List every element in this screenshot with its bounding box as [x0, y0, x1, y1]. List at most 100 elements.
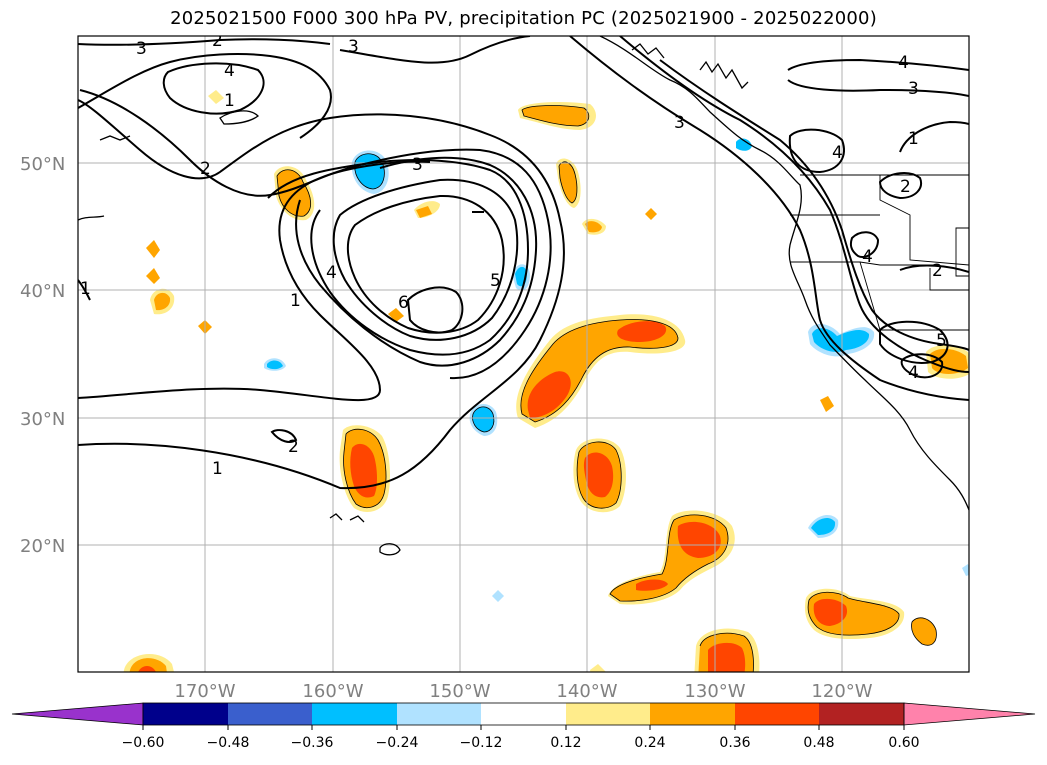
precip-blob — [677, 521, 721, 558]
contour-label: 4 — [898, 53, 909, 73]
graticule — [78, 36, 969, 672]
pv-contour-3 — [267, 159, 530, 356]
colorbar-segment — [228, 703, 312, 725]
contour-label: 6 — [398, 293, 409, 313]
precip-blob — [527, 371, 571, 418]
precip-blob — [388, 308, 404, 322]
colorbar-segment — [650, 703, 735, 725]
map-title: 2025021500 F000 300 hPa PV, precipitatio… — [170, 8, 877, 29]
colorbar-segment — [735, 703, 819, 725]
contour-label: 1 — [80, 279, 91, 299]
contour-label: 2 — [288, 437, 299, 457]
pv-contour-1 — [78, 99, 565, 490]
colorbar-extend-max — [903, 702, 1036, 726]
longitude-labels: 170°W 160°W 150°W 140°W 130°W 120°W — [174, 681, 872, 702]
colorbar-tick-label: −0.36 — [291, 735, 334, 751]
map-content: 3 2 4 3 1 2 3 4 1 5 6 1 1 2 4 3 1 4 2 3 … — [78, 31, 969, 672]
latitude-labels: 50°N 40°N 30°N 20°N — [20, 154, 65, 557]
colorbar-tick-label: 0.48 — [803, 735, 834, 751]
precip-blob — [350, 443, 377, 498]
lat-label: 40°N — [20, 281, 65, 302]
contour-label: 3 — [908, 79, 919, 99]
contour-label: 1 — [224, 91, 235, 111]
contour-label: 2 — [932, 261, 943, 281]
colorbar-extend-min — [11, 702, 144, 726]
precip-blob — [154, 292, 171, 311]
pv-contours — [78, 36, 969, 490]
lon-label: 130°W — [684, 681, 745, 702]
colorbar-tick-label: −0.24 — [376, 735, 419, 751]
precip-blob — [708, 643, 746, 672]
contour-label: 3 — [674, 113, 685, 133]
map-background — [78, 36, 969, 672]
contour-label: 3 — [412, 155, 423, 175]
contour-label: 4 — [832, 143, 843, 163]
precip-blob — [208, 90, 224, 104]
precip-blob — [617, 321, 667, 342]
precip-blob — [636, 579, 668, 591]
precip-blob — [146, 240, 160, 258]
contour-label: 4 — [326, 263, 337, 283]
contour-label: 5 — [936, 331, 947, 351]
pv-contour-4 — [332, 178, 519, 341]
colorbar-tick-label: 0.12 — [550, 735, 581, 751]
pv-contour-6 — [406, 286, 464, 334]
lon-label: 140°W — [556, 681, 617, 702]
lat-label: 20°N — [20, 536, 65, 557]
precip-neg-blob — [492, 590, 504, 602]
coastline — [78, 36, 969, 556]
lon-label: 150°W — [429, 681, 490, 702]
colorbar-tick-label: 0.60 — [888, 735, 919, 751]
colorbar-tick-label: −0.60 — [122, 735, 165, 751]
precip-blob — [590, 664, 606, 672]
contour-label: 3 — [136, 39, 147, 59]
precip-neg-blob — [962, 564, 969, 576]
contour-label: 1 — [212, 459, 223, 479]
contour-label: 2 — [212, 31, 223, 51]
pv-contour-5 — [346, 194, 505, 334]
precip-neg-blob — [736, 138, 752, 151]
lon-label: 160°W — [302, 681, 363, 702]
precip-blob — [911, 617, 937, 646]
precip-blob — [583, 452, 614, 498]
precip-blob — [585, 221, 602, 233]
colorbar-tick-label: −0.48 — [207, 735, 250, 751]
contour-label: 3 — [348, 37, 359, 57]
colorbar-segment — [397, 703, 481, 725]
precip-blob — [559, 161, 577, 203]
colorbar-segment — [312, 703, 397, 725]
map-border — [77, 35, 970, 673]
contour-label: 2 — [900, 177, 911, 197]
precip-blob — [138, 666, 156, 672]
contour-label: 4 — [908, 363, 919, 383]
colorbar-segment — [819, 703, 904, 725]
contour-label: 4 — [862, 247, 873, 267]
lon-label: 120°W — [811, 681, 872, 702]
precip-blob — [930, 348, 968, 374]
precip-outlines — [276, 105, 937, 672]
lat-label: 50°N — [20, 154, 65, 175]
contour-label: 4 — [224, 61, 235, 81]
contour-label-group: 3 2 4 3 1 2 3 4 1 5 6 1 1 2 4 3 1 4 2 3 … — [80, 31, 947, 479]
lat-label: 30°N — [20, 409, 65, 430]
precip-blob — [146, 268, 160, 284]
pv-contour-2b — [295, 156, 538, 367]
contour-label: 2 — [200, 159, 211, 179]
contour-label: 5 — [490, 271, 501, 291]
colorbar-segment — [566, 703, 650, 725]
precip-neg-blob — [472, 406, 494, 432]
precip-blob — [416, 206, 432, 218]
precip-neg-blob — [267, 360, 283, 370]
political-borders — [790, 174, 969, 331]
precip-blob — [813, 598, 848, 626]
precip-blob — [820, 396, 834, 412]
colorbar: −0.60 −0.48 −0.36 −0.24 −0.12 0.12 0.24 … — [11, 702, 1036, 751]
pv-contour-2 — [79, 89, 552, 380]
colorbar-segment — [143, 703, 228, 725]
contour-label: 1 — [290, 291, 301, 311]
colorbar-tick-label: 0.36 — [719, 735, 750, 751]
precip-blob — [645, 208, 657, 220]
contour-label: 1 — [908, 129, 919, 149]
colorbar-tick-label: −0.12 — [460, 735, 503, 751]
